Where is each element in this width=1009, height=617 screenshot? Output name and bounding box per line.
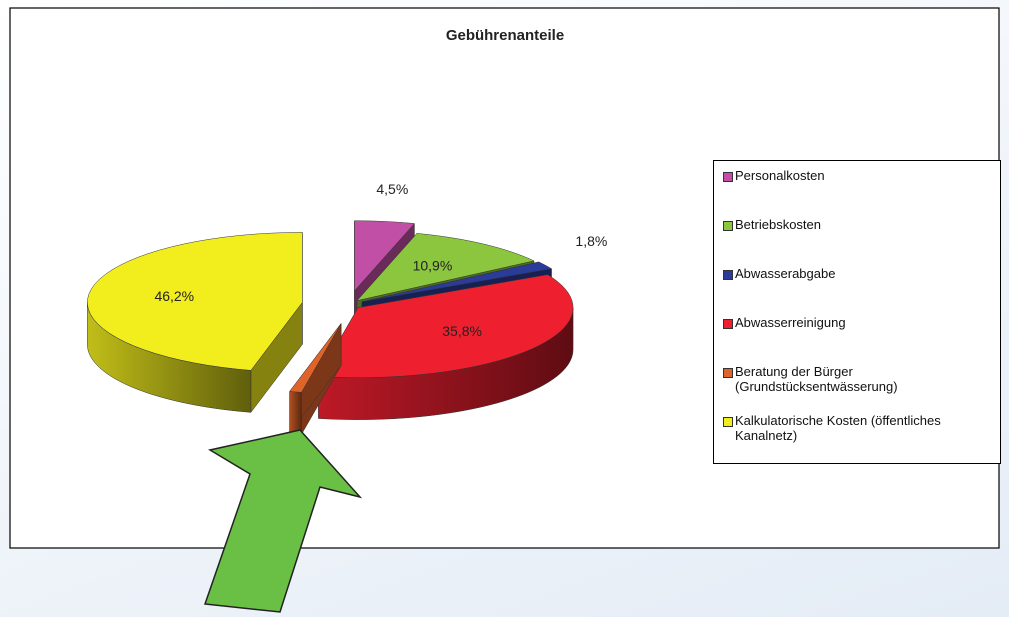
- slice-wall: [289, 391, 302, 435]
- legend-item: Personalkosten: [721, 168, 993, 217]
- slice-top: [354, 220, 415, 292]
- pie: 4,5%10,9%1,8%35,8%0,9%46,2%: [87, 181, 607, 468]
- arrow: [203, 429, 363, 613]
- chart-title: Gebührenanteile: [446, 27, 564, 44]
- slice-top: [318, 274, 574, 378]
- legend-item: Kalkulatorische Kosten (öffentliches Kan…: [721, 413, 993, 462]
- legend-item: Abwasserabgabe: [721, 266, 993, 315]
- legend-label: Abwasserreinigung: [735, 315, 846, 330]
- legend-item: Abwasserreinigung: [721, 315, 993, 364]
- legend-swatch: [723, 368, 733, 378]
- legend-label: Beratung der Bürger (Grundstücksentwässe…: [735, 364, 898, 394]
- slice-top: [356, 233, 535, 302]
- legend-label: Abwasserabgabe: [735, 266, 836, 281]
- legend: Personalkosten Betriebskosten Abwasserabga…: [713, 160, 1001, 464]
- data-label: 10,9%: [413, 257, 453, 273]
- data-label: 35,8%: [442, 323, 482, 339]
- legend-swatch: [723, 221, 733, 231]
- slice-top: [361, 261, 553, 302]
- data-label: 1,8%: [575, 233, 607, 249]
- data-label: 4,5%: [376, 181, 408, 197]
- pie-slice: [318, 274, 574, 420]
- legend-swatch: [723, 172, 733, 182]
- legend-swatch: [723, 319, 733, 329]
- legend-swatch: [723, 417, 733, 427]
- pie-slice: [289, 322, 342, 436]
- legend-label: Personalkosten: [735, 168, 825, 183]
- legend-label: Betriebskosten: [735, 217, 821, 232]
- pie-slice: [87, 232, 303, 414]
- legend-item: Betriebskosten: [721, 217, 993, 266]
- legend-label: Kalkulatorische Kosten (öffentliches Kan…: [735, 413, 941, 443]
- slice-top: [289, 323, 342, 393]
- data-label: 46,2%: [154, 288, 194, 304]
- slice-top: [87, 232, 303, 371]
- legend-swatch: [723, 270, 733, 280]
- legend-item: Beratung der Bürger (Grundstücksentwässe…: [721, 364, 993, 413]
